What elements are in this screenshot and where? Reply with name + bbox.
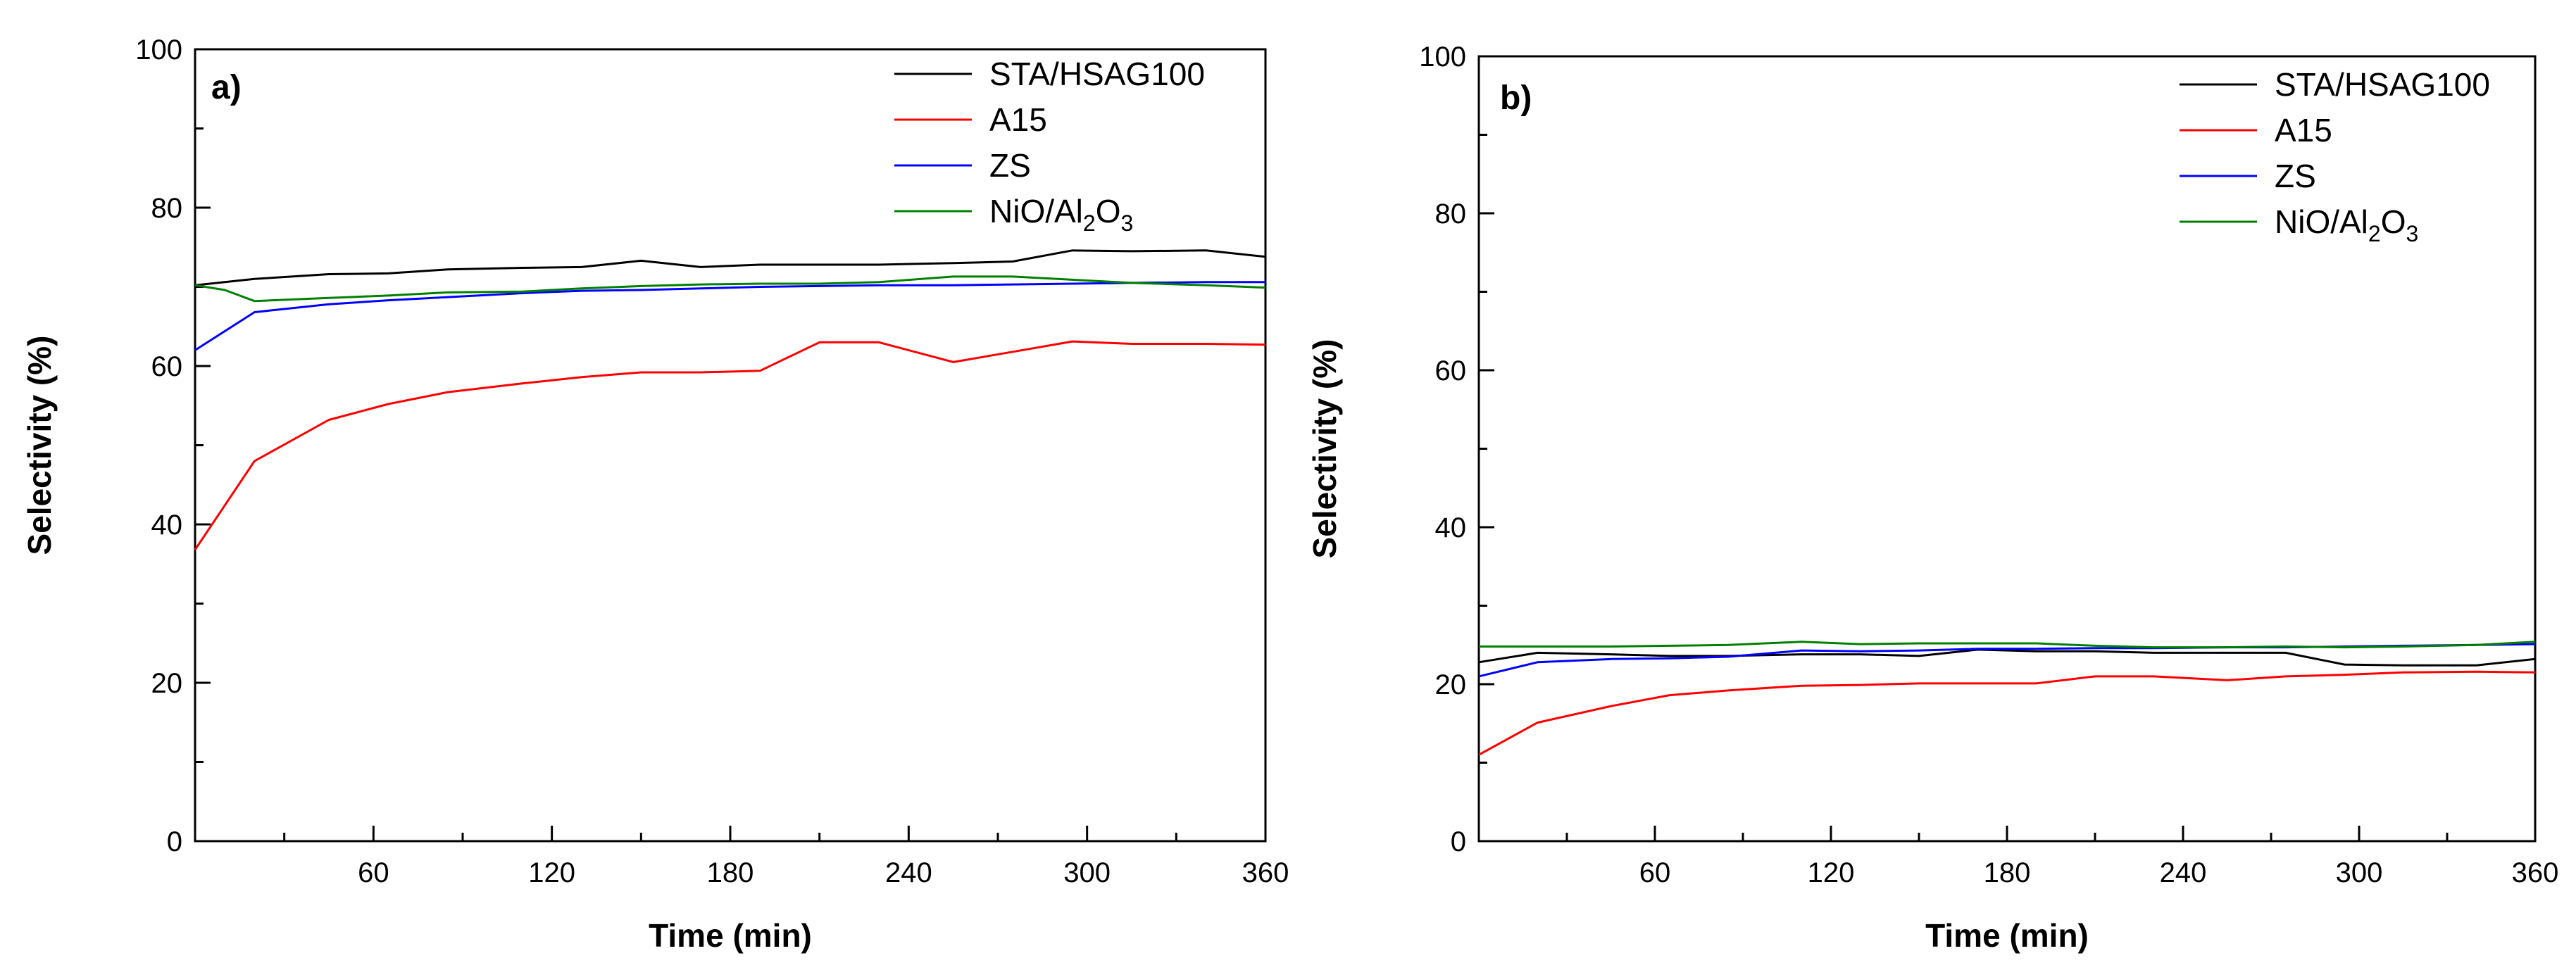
panel-a-y-tick-label: 60 <box>151 351 183 382</box>
panel-b-y-axis-title: Selectivity (%) <box>1306 339 1343 559</box>
panel-a-legend-label-3: NiO/Al2O3 <box>989 193 1133 236</box>
panel-a-y-tick-label: 20 <box>151 668 183 699</box>
panel-b-y-tick-label: 60 <box>1435 355 1467 386</box>
panel-a-y-tick-label: 100 <box>135 34 182 65</box>
panel-b-series-line-1 <box>1478 670 2536 756</box>
panel-a-legend-label-2: ZS <box>989 147 1031 184</box>
panel-a: 60 120 180 240 300 360 0 20 40 60 80 100 Time (min) S… <box>21 34 1289 954</box>
panel-b-x-tick-label: 120 <box>1808 857 1855 888</box>
panel-a-series-line-0 <box>194 249 1266 286</box>
panel-b-legend: STA/HSAG100 A15 ZS NiO/Al2O3 <box>2180 66 2490 246</box>
panel-a-legend-label-0: STA/HSAG100 <box>989 56 1205 92</box>
panel-a-x-tick-label: 120 <box>528 857 575 888</box>
panel-a-legend: STA/HSAG100 A15 ZS NiO/Al2O3 <box>894 56 1205 236</box>
panel-b-y-tick-label: 40 <box>1435 512 1467 543</box>
panel-b-label: b) <box>1500 80 1532 117</box>
panel-a-y-axis-title: Selectivity (%) <box>21 336 58 555</box>
panel-b-series-line-2 <box>1478 643 2536 678</box>
panel-a-series-line-1 <box>194 340 1266 550</box>
panel-a-x-axis-title: Time (min) <box>649 917 812 954</box>
panel-b-y-tick-label: 100 <box>1419 42 1466 73</box>
panel-b-x-tick-label: 60 <box>1639 857 1671 888</box>
panel-a-label: a) <box>211 69 242 106</box>
panel-a-x-tick-label: 300 <box>1063 857 1111 888</box>
panel-b-x-tick-label: 360 <box>2512 857 2559 888</box>
panel-a-y-tick-label: 0 <box>167 826 182 857</box>
panel-b-legend-label-2: ZS <box>2275 158 2316 194</box>
panel-a-plot-frame <box>194 48 1267 843</box>
panel-a-x-tick-label: 240 <box>885 857 932 888</box>
panel-b-x-tick-label: 180 <box>1984 857 2031 888</box>
panel-b-x-tick-label: 240 <box>2160 857 2207 888</box>
panel-a-x-tick-label: 60 <box>358 857 389 888</box>
panel-b-y-tick-label: 80 <box>1435 198 1467 229</box>
panel-a-legend-label-1: A15 <box>989 101 1047 138</box>
panel-a-series-line-3 <box>194 275 1266 303</box>
panel-b-legend-label-0: STA/HSAG100 <box>2275 66 2490 103</box>
panel-a-x-tick-label: 360 <box>1242 857 1289 888</box>
panel-b-x-axis-title: Time (min) <box>1925 917 2089 954</box>
panel-b: 60 120 180 240 300 360 0 20 40 60 80 100 Time (min) S… <box>1306 42 2558 954</box>
panel-b-plot-frame <box>1477 55 2537 843</box>
panel-a-x-tick-label: 180 <box>707 857 754 888</box>
panel-b-legend-label-3: NiO/Al2O3 <box>2275 203 2418 246</box>
panel-a-y-tick-label: 40 <box>151 510 183 541</box>
panel-a-y-tick-label: 80 <box>151 193 183 224</box>
panel-b-series-line-3 <box>1479 641 2536 649</box>
panel-b-y-tick-label: 20 <box>1435 669 1467 700</box>
panel-b-y-tick-label: 0 <box>1451 826 1466 857</box>
panel-b-legend-label-1: A15 <box>2275 112 2332 149</box>
panel-a-series-line-2 <box>194 281 1265 351</box>
panel-b-x-tick-label: 300 <box>2336 857 2383 888</box>
panel-b-series-line-0 <box>1478 648 2536 667</box>
